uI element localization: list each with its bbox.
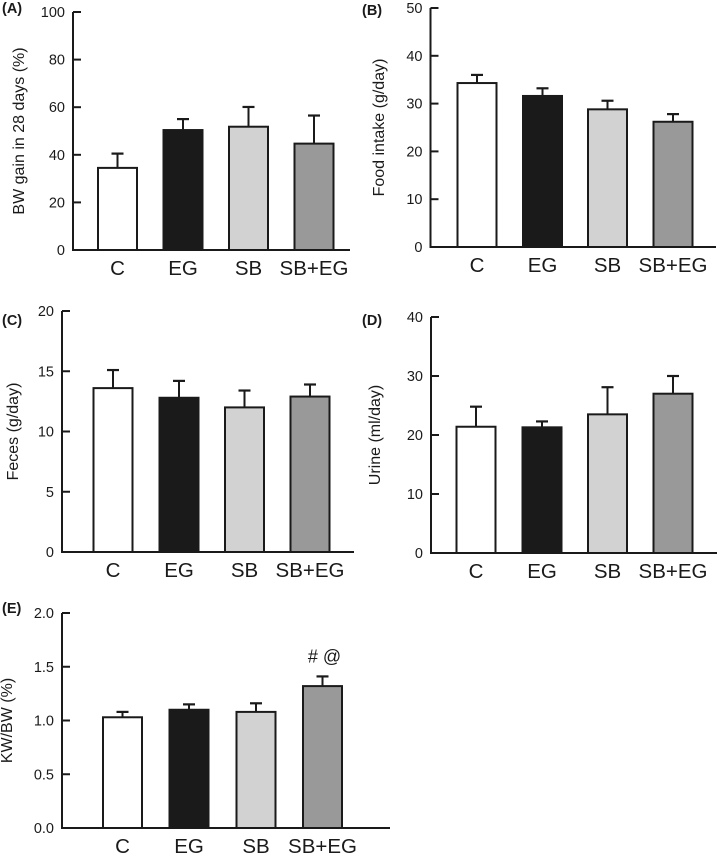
- y-tick-label: 5: [46, 485, 54, 501]
- x-category-label: C: [470, 254, 485, 277]
- y-tick-label: 60: [49, 100, 65, 116]
- panel-letter: (D): [362, 313, 382, 329]
- y-tick-label: 10: [407, 487, 423, 503]
- y-tick-label: 20: [38, 304, 54, 320]
- panel-e-kw-bw-chart: C EG SB SB+EG 0.0 0.5 1.0 1.5 2.0 KW/BW (%) (E) # @: [0, 601, 390, 858]
- y-tick-label: 40: [406, 49, 422, 65]
- significance-annotation: # @: [308, 646, 341, 666]
- bar-sb+eg: [293, 142, 335, 251]
- y-tick-label: 2.0: [34, 606, 54, 622]
- x-category-label: SB: [235, 257, 262, 280]
- x-category-label: EG: [528, 254, 558, 277]
- x-category-label: SB+EG: [639, 254, 708, 277]
- panel-letter: (B): [362, 3, 382, 19]
- x-category-label: C: [110, 257, 125, 280]
- y-tick-label: 10: [38, 425, 54, 441]
- y-tick-label: 20: [406, 144, 422, 160]
- y-axis-title: KW/BW (%): [0, 678, 16, 763]
- y-tick-label: 30: [406, 97, 422, 113]
- y-tick-label: 0.5: [34, 767, 54, 783]
- y-tick-label: 1.0: [34, 714, 54, 730]
- y-axis-title: Urine (ml/day): [367, 385, 384, 485]
- panel-letter: (E): [2, 601, 22, 617]
- y-axis-title: Feces (g/day): [5, 383, 22, 481]
- x-category-label: EG: [527, 560, 557, 583]
- bar-sb+eg: [652, 120, 694, 248]
- bar-c: [102, 716, 143, 829]
- y-tick-label: 50: [406, 1, 422, 17]
- y-tick-label: 0: [57, 243, 65, 259]
- y-axis-title: BW gain in 28 days (%): [11, 47, 28, 214]
- x-category-label: SB+EG: [639, 560, 708, 583]
- bar-c: [97, 166, 138, 251]
- y-tick-label: 100: [41, 5, 65, 21]
- bar-sb: [224, 406, 265, 554]
- bar-c: [455, 425, 497, 555]
- x-category-label: EG: [168, 257, 198, 280]
- x-category-label: EG: [164, 559, 194, 582]
- panel-a-bw-gain-chart: C EG SB SB+EG 0 20 40 60 80 100 BW gain in 28 days…: [2, 1, 350, 280]
- y-tick-label: 0: [415, 546, 423, 562]
- panel-c-feces-chart: C EG SB SB+EG 0 5 10 15 20 Feces (g/day) (C): [2, 304, 354, 582]
- bar-eg: [158, 396, 200, 554]
- bar-eg: [522, 94, 563, 249]
- x-category-label: SB+EG: [280, 257, 349, 280]
- bar-c: [92, 387, 134, 554]
- bar-sb: [228, 125, 269, 251]
- y-tick-label: 20: [407, 428, 423, 444]
- x-category-label: C: [469, 560, 484, 583]
- x-category-label: C: [115, 835, 130, 858]
- y-tick-label: 0.0: [34, 821, 54, 837]
- bar-eg: [168, 708, 210, 829]
- x-category-label: EG: [174, 835, 204, 858]
- y-tick-label: 80: [49, 53, 65, 69]
- bar-c: [456, 82, 498, 248]
- x-category-label: SB+EG: [276, 559, 345, 582]
- bar-sb+eg: [652, 392, 694, 554]
- panel-d-urine-chart: C EG SB SB+EG 0 10 20 30 40 Urine (ml/day) (D): [362, 310, 717, 583]
- bar-sb: [587, 108, 628, 248]
- y-tick-label: 40: [49, 148, 65, 164]
- x-category-label: SB: [594, 254, 621, 277]
- bar-sb+eg: [289, 395, 331, 554]
- y-tick-label: 20: [49, 195, 65, 211]
- x-category-label: SB+EG: [288, 835, 357, 858]
- x-category-label: SB: [594, 560, 621, 583]
- panel-b-food-intake-chart: C EG SB SB+EG 0 10 20 30 40 50 Food intake (g/day)…: [362, 1, 716, 277]
- x-category-label: SB: [231, 559, 258, 582]
- y-tick-label: 40: [407, 310, 423, 326]
- bar-sb: [587, 413, 628, 554]
- bar-eg: [521, 426, 563, 554]
- y-tick-label: 0: [414, 240, 422, 256]
- y-tick-label: 1.5: [34, 660, 54, 676]
- y-tick-label: 0: [46, 545, 54, 561]
- bar-eg: [162, 129, 204, 252]
- bar-sb+eg: [302, 685, 343, 829]
- panel-letter: (C): [2, 313, 22, 329]
- y-tick-label: 30: [407, 369, 423, 385]
- y-tick-label: 15: [38, 364, 54, 380]
- x-category-label: C: [106, 559, 121, 582]
- x-category-label: SB: [242, 835, 269, 858]
- bar-sb: [235, 710, 277, 829]
- panel-letter: (A): [2, 1, 22, 17]
- y-tick-label: 10: [406, 192, 422, 208]
- y-axis-title: Food intake (g/day): [371, 59, 388, 197]
